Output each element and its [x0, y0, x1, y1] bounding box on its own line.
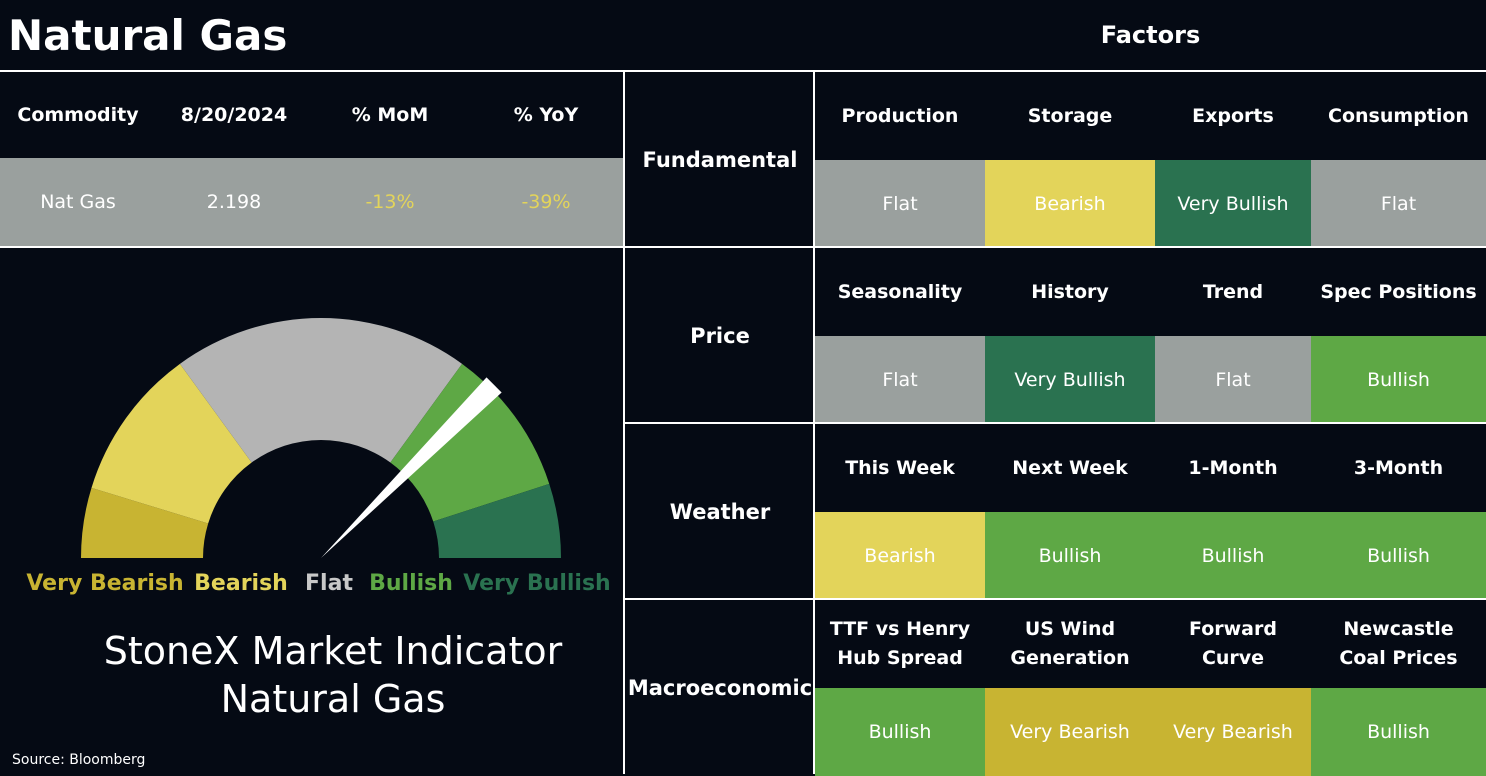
factor-label: Seasonality	[837, 280, 963, 303]
group-label: Weather	[669, 500, 771, 524]
factor-signal: Very Bullish	[985, 336, 1155, 424]
factor-label: Storage	[1027, 104, 1113, 127]
divider	[0, 70, 1486, 72]
summary-value: Nat Gas	[0, 158, 156, 246]
factor-signal: Flat	[815, 336, 985, 424]
factor-label: 3-Month	[1353, 456, 1444, 479]
factor-signal: Bullish	[1311, 336, 1486, 424]
factor-label: This Week	[845, 456, 955, 479]
factor-label: 1-Month	[1188, 456, 1278, 479]
summary-header: % YoY	[513, 104, 579, 126]
factor-signal: Bullish	[1311, 688, 1486, 776]
factor-signal: Bearish	[985, 160, 1155, 248]
factor-signal: Flat	[1311, 160, 1486, 248]
factor-label: Consumption	[1328, 104, 1469, 127]
factor-signal: Very Bearish	[1155, 688, 1311, 776]
factor-label: Exports	[1192, 104, 1274, 127]
gauge-segment	[81, 487, 209, 558]
divider	[623, 598, 1486, 600]
source-note: Source: Bloomberg	[12, 752, 146, 768]
factor-signal: Bearish	[815, 512, 985, 600]
factor-label: Forward Curve	[1189, 618, 1277, 669]
summary-header: 8/20/2024	[180, 104, 288, 126]
summary-value: -39%	[468, 158, 624, 246]
divider	[0, 246, 623, 248]
factor-signal: Flat	[815, 160, 985, 248]
factor-label: Spec Positions	[1320, 280, 1477, 303]
summary-value: 2.198	[156, 158, 312, 246]
gauge-segment	[91, 363, 252, 524]
summary-header: Commodity	[17, 104, 139, 126]
group-label: Fundamental	[642, 148, 798, 172]
factors-title: Factors	[1100, 21, 1201, 49]
gauge-segment	[179, 318, 463, 463]
factor-label: US Wind Generation	[1010, 618, 1130, 669]
factor-label: Production	[841, 104, 959, 127]
summary-value: -13%	[312, 158, 468, 246]
divider	[813, 70, 815, 774]
gauge-label: Bullish	[369, 571, 453, 596]
group-label: Macroeconomic	[627, 676, 813, 700]
page-title: Natural Gas	[8, 10, 288, 60]
factor-signal: Very Bullish	[1155, 160, 1311, 248]
factor-label: Next Week	[1012, 456, 1128, 479]
factor-signal: Bullish	[985, 512, 1155, 600]
gauge-segment	[390, 363, 488, 474]
factor-signal: Bullish	[1155, 512, 1311, 600]
gauge-label: Very Bearish	[26, 571, 183, 596]
gauge-title-line: Natural Gas	[220, 677, 446, 721]
divider	[623, 422, 1486, 424]
divider	[623, 246, 1486, 248]
gauge-segment	[405, 391, 550, 522]
gauge-title-line: StoneX Market Indicator	[103, 629, 563, 673]
gauge-segment	[433, 483, 561, 558]
group-label: Price	[690, 324, 750, 348]
gauge-label: Flat	[305, 571, 353, 596]
summary-header: % MoM	[351, 104, 429, 126]
gauge-label: Bearish	[194, 571, 288, 596]
factor-label: History	[1031, 280, 1109, 303]
gauge: Very Bearish Bearish Flat Bullish Very Bulli…	[26, 318, 611, 596]
gauge-needle	[321, 377, 502, 558]
factor-signal: Very Bearish	[985, 688, 1155, 776]
factor-signal: Flat	[1155, 336, 1311, 424]
factor-label: TTF vs Henry Hub Spread	[829, 618, 971, 669]
factor-label: Newcastle Coal Prices	[1339, 618, 1458, 669]
factor-signal: Bullish	[815, 688, 985, 776]
divider	[623, 70, 625, 774]
gauge-title: StoneX Market Indicator Natural Gas	[0, 620, 666, 730]
gauge-label: Very Bullish	[463, 571, 610, 596]
factor-signal: Bullish	[1311, 512, 1486, 600]
factor-label: Trend	[1202, 280, 1264, 303]
